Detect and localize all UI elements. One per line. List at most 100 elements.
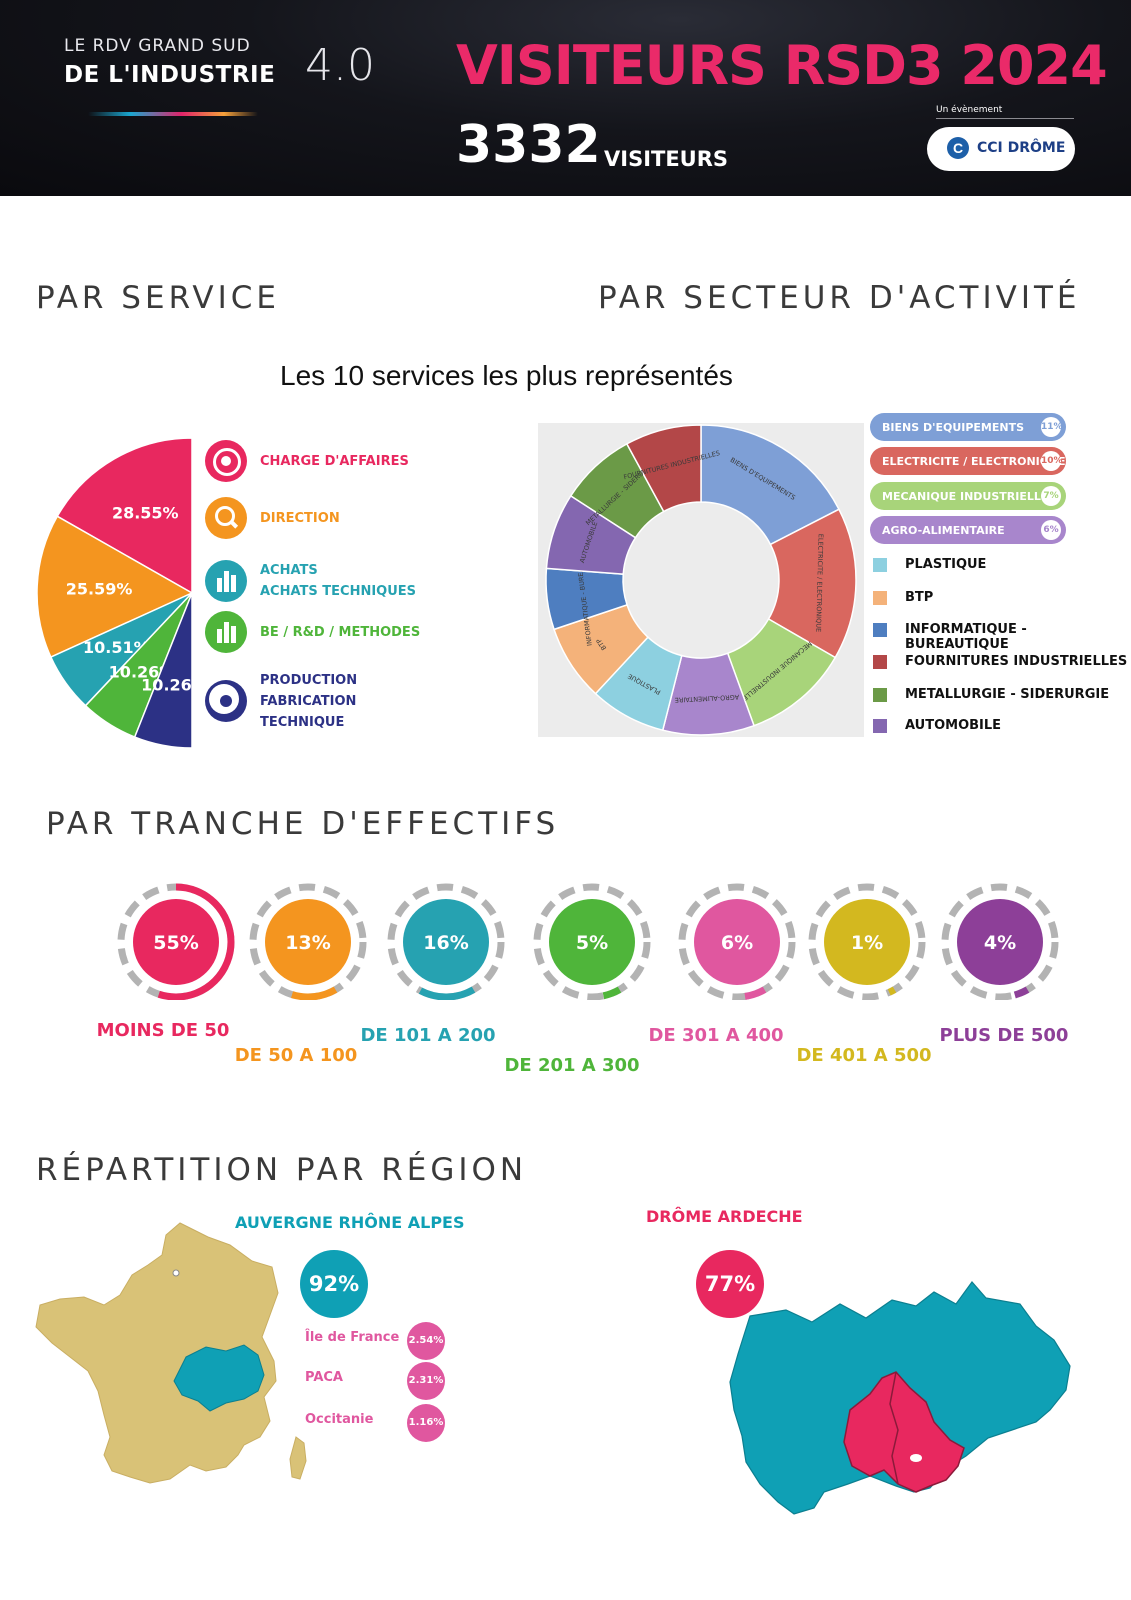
chart-title: Les 10 services les plus représentés (280, 360, 733, 391)
activity-legend-badge-pct: 10% (1041, 451, 1063, 471)
legend-swatch (873, 719, 887, 733)
region-main-name: AUVERGNE RHÔNE ALPES (235, 1213, 465, 1232)
donut-slice (625, 424, 702, 513)
event-by-label: Un évènement (936, 105, 1003, 115)
bar-chart-icon (205, 560, 247, 602)
headcount-ring-fill (249, 883, 367, 1000)
region-name-paca: PACA (305, 1370, 343, 1385)
search-icon (205, 497, 247, 539)
activity-legend-badge-label: AGRO-ALIMENTAIRE (882, 524, 1005, 537)
activity-legend-badge-label: BIENS D'EQUIPEMENTS (882, 421, 1025, 434)
legend-swatch (873, 688, 887, 702)
donut-slice-label: ELECTRICITE / ELECTRONIQUE (814, 534, 824, 633)
headcount-bubble (957, 899, 1043, 985)
activity-legend-badge-pct: 7% (1041, 486, 1061, 506)
brand-version: 4.0 (305, 40, 375, 91)
divider (936, 118, 1074, 119)
activity-legend-label: METALLURGIE - SIDERURGIE (905, 687, 1110, 702)
headcount-category-label: MOINS DE 50 (96, 1020, 230, 1041)
headcount-circles: 55% 13% 16% 5% 6% 1% 4% (117, 883, 1059, 1000)
region-pct-occitanie: 1.16% (407, 1404, 445, 1442)
activity-legend-badge-pct: 11% (1041, 417, 1063, 437)
region-pct-paca: 2.31% (407, 1362, 445, 1400)
activity-legend-badge: BIENS D'EQUIPEMENTS 11% (870, 413, 1066, 441)
donut-slice-label: AGRO-ALIMENTAIRE (675, 693, 740, 704)
headcount-pct-label: 4% (984, 932, 1016, 954)
headcount-category-label: DE 301 A 400 (648, 1025, 784, 1046)
region-name-idf: Île de France (305, 1330, 400, 1345)
visitor-label: VISITEURS (604, 147, 729, 171)
legend-swatch (873, 558, 887, 572)
legend-swatch (873, 623, 887, 637)
headcount-ring-fill (387, 883, 505, 1000)
headcount-bubble (133, 899, 219, 985)
service-legend-label: ACHATS ACHATS TECHNIQUES (260, 563, 417, 599)
activity-legend-label: BTP (905, 590, 934, 605)
headcount-category-label: DE 401 A 500 (796, 1045, 932, 1066)
service-pie-chart: 28.55%25.59%10.51%10.26%10.26% (36, 437, 205, 749)
aura-region-shape (173, 1344, 265, 1412)
pie-slice (133, 592, 193, 749)
service-legend-label: CHARGE D'AFFAIRES (260, 453, 409, 469)
region-main-pct: 92% (300, 1250, 368, 1318)
activity-legend-badge-label: MECANIQUE INDUSTRIELLE (882, 490, 1049, 503)
headcount-category-label: PLUS DE 500 (939, 1025, 1069, 1046)
pie-slice-label: 25.59% (66, 580, 133, 599)
activity-legend-badge: AGRO-ALIMENTAIRE 6% (870, 516, 1066, 544)
france-map (35, 1222, 307, 1484)
headcount-ring-fill (533, 883, 651, 1000)
activity-legend-badge-label: ELECTRICITE / ELECTRONIQUE (882, 455, 1066, 468)
brand-line-2: DE L'INDUSTRIE (64, 62, 276, 88)
target-icon (205, 440, 247, 482)
headcount-bubble (265, 899, 351, 985)
headcount-ring-track (941, 883, 1059, 1000)
service-legend-label: PRODUCTION FABRICATION TECHNIQUE (260, 672, 358, 730)
pie-slice (56, 437, 193, 595)
visitor-count: 3332 (456, 115, 601, 175)
pie-slice-label: 10.51% (83, 638, 150, 657)
drome-ardeche-border (889, 1371, 899, 1485)
page-title: VISITEURS RSD3 2024 (456, 34, 1108, 97)
radio-icon (205, 680, 247, 722)
headcount-ring-fill (808, 883, 926, 1000)
headcount-pct-label: 5% (576, 932, 608, 954)
brand-line-1: LE RDV GRAND SUD (64, 36, 251, 56)
headcount-pct-label: 1% (851, 932, 883, 954)
headcount-ring-fill (941, 883, 1059, 1000)
france-shape (35, 1222, 279, 1484)
aura-map (729, 1281, 1071, 1515)
activity-legend-label: INFORMATIQUE - BUREAUTIQUE (905, 622, 1027, 652)
legend-swatch (873, 591, 887, 605)
headcount-ring-fill (678, 883, 796, 1000)
bar-chart-icon (205, 611, 247, 653)
header-banner: LE RDV GRAND SUD DE L'INDUSTRIE 4.0 VISI… (0, 0, 1131, 196)
organizer-name: CCI DRÔME (977, 140, 1066, 156)
headcount-ring-track (808, 883, 926, 1000)
activity-legend-label: FOURNITURES INDUSTRIELLES (905, 654, 1128, 669)
brand-gradient-line (88, 112, 258, 116)
pie-slice-label: 10.26% (141, 675, 205, 694)
organizer-logo: C CCI DRÔME (927, 127, 1075, 171)
headcount-pct-label: 13% (285, 932, 330, 954)
headcount-bubble (824, 899, 910, 985)
section-title-service: PAR SERVICE (36, 280, 281, 316)
headcount-bubble (694, 899, 780, 985)
activity-legend-badge: ELECTRICITE / ELECTRONIQUE 10% (870, 447, 1066, 475)
region-local-name: DRÔME ARDECHE (646, 1207, 803, 1226)
headcount-category-label: DE 201 A 300 (504, 1055, 640, 1076)
service-legend-label: DIRECTION (260, 510, 340, 526)
section-title-region: RÉPARTITION PAR RÉGION (36, 1152, 528, 1188)
activity-legend-label: PLASTIQUE (905, 557, 987, 572)
headcount-ring-track (678, 883, 796, 1000)
donut-slice (700, 424, 840, 546)
headcount-bubble (403, 899, 489, 985)
activity-legend-badge: MECANIQUE INDUSTRIELLE 7% (870, 482, 1066, 510)
section-title-activity: PAR SECTEUR D'ACTIVITÉ (598, 280, 1081, 316)
region-pct-idf: 2.54% (407, 1322, 445, 1360)
corsica-shape (289, 1436, 307, 1480)
service-legend-label: BE / R&D / METHODES (260, 624, 421, 640)
headcount-pct-label: 16% (423, 932, 468, 954)
headcount-category-label: DE 50 A 100 (234, 1045, 358, 1066)
activity-legend-badge-pct: 6% (1041, 520, 1061, 540)
